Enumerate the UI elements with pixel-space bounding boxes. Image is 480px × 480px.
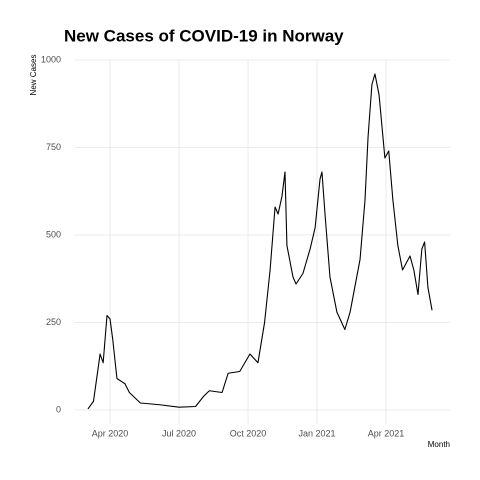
y-tick-label: 250 <box>46 317 61 327</box>
y-tick-label: 1000 <box>41 54 61 64</box>
x-axis-label: Month <box>428 440 450 449</box>
y-tick-label: 750 <box>46 142 61 152</box>
x-tick-label: Apr 2021 <box>368 428 405 438</box>
x-tick-label: Jan 2021 <box>298 428 335 438</box>
x-tick-label: Apr 2020 <box>92 428 129 438</box>
x-tick-label: Jul 2020 <box>162 428 196 438</box>
chart-title: New Cases of COVID-19 in Norway <box>64 26 344 45</box>
y-axis-label: New Cases <box>29 55 38 96</box>
x-tick-label: Oct 2020 <box>230 428 267 438</box>
y-tick-label: 500 <box>46 229 61 239</box>
y-tick-label: 0 <box>56 404 61 414</box>
line <box>87 73 433 410</box>
